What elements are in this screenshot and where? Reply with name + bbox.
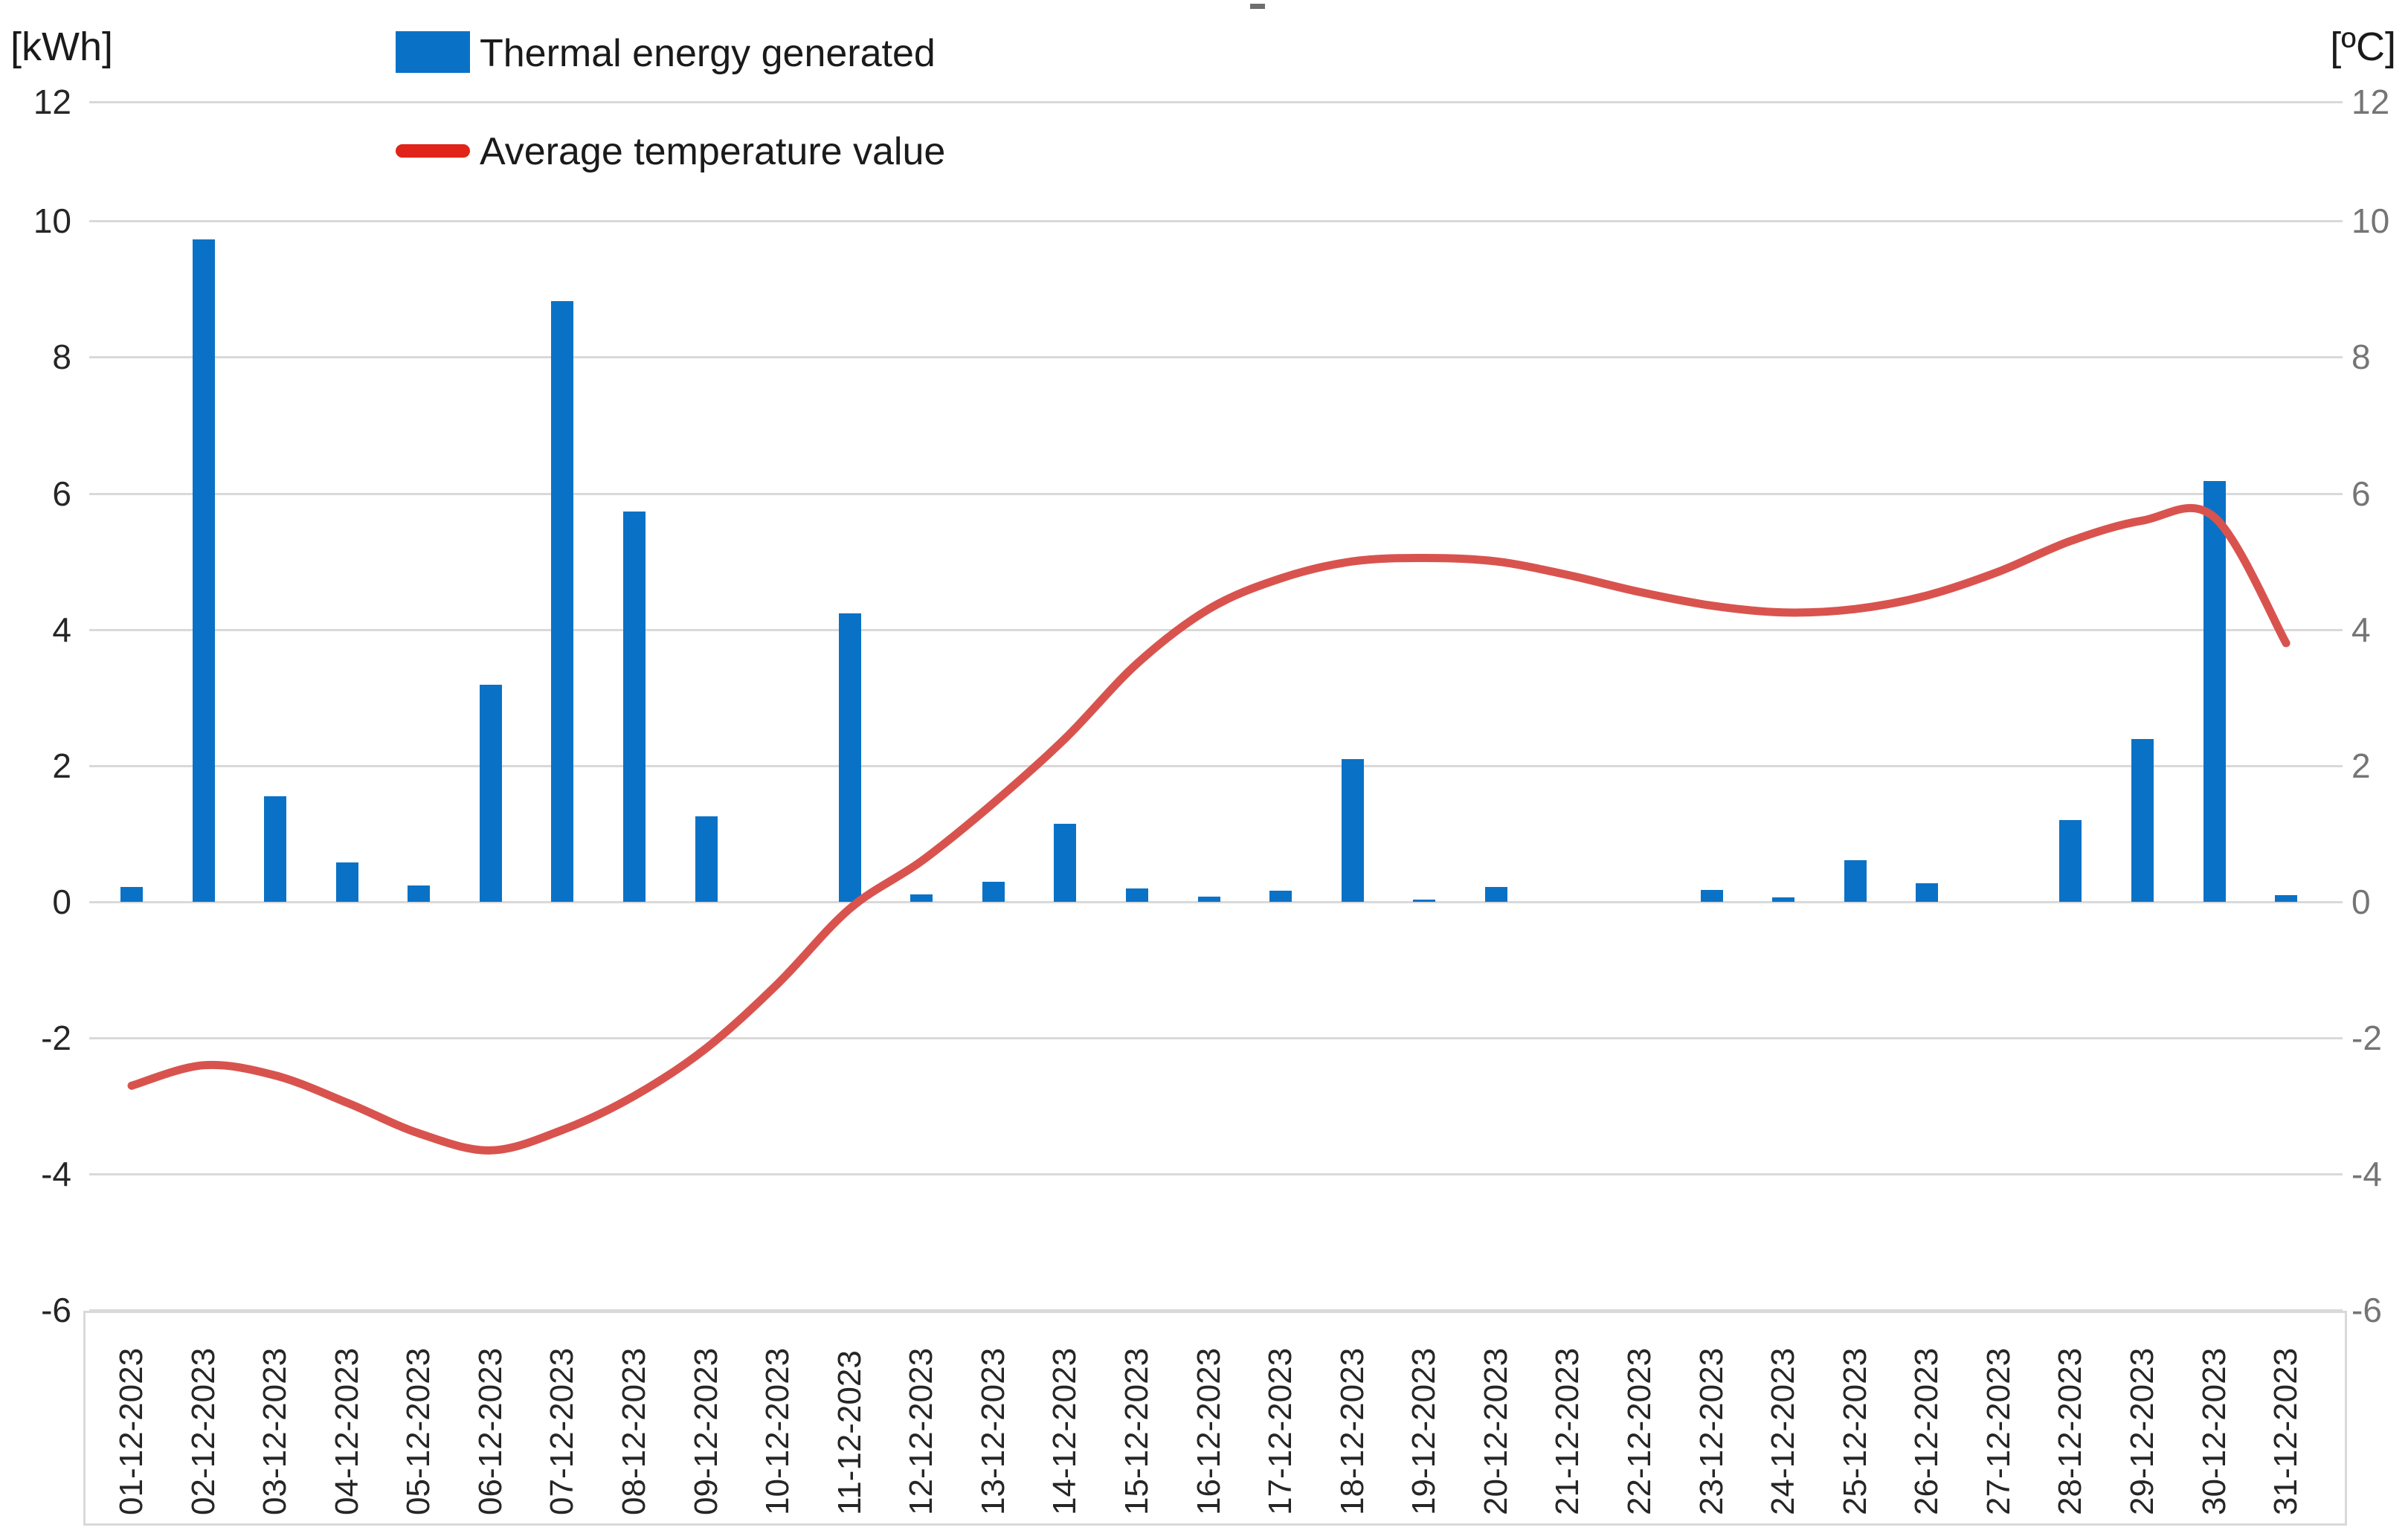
x-axis-label-01-12-2023: 01-12-2023 [113, 1347, 149, 1515]
y-axis-tick-right: 12 [2351, 83, 2390, 121]
y-axis-right-unit: [ºC] [2330, 25, 2396, 69]
y-axis-tick-left: 6 [52, 474, 71, 513]
bar-08-12-2023 [622, 512, 646, 902]
x-axis-label-05-12-2023: 05-12-2023 [400, 1347, 437, 1515]
temperature-line [127, 503, 2291, 1155]
x-axis-label-07-12-2023: 07-12-2023 [544, 1347, 581, 1515]
bar-17-12-2023 [1269, 891, 1292, 902]
legend-line-swatch-icon [396, 144, 470, 158]
bar-20-12-2023 [1484, 886, 1507, 902]
x-axis-label-17-12-2023: 17-12-2023 [1262, 1347, 1299, 1515]
y-axis-tick-left: 8 [52, 338, 71, 377]
y-axis-tick-right: 8 [2351, 338, 2371, 377]
top-dash-decoration [1250, 4, 1265, 9]
x-axis-label-22-12-2023: 22-12-2023 [1620, 1347, 1658, 1515]
y-axis-tick-left: 12 [33, 83, 71, 121]
y-axis-tick-left: 0 [52, 883, 71, 921]
bar-16-12-2023 [1197, 896, 1220, 902]
bar-14-12-2023 [1054, 823, 1077, 902]
bar-06-12-2023 [479, 684, 502, 902]
x-axis-label-23-12-2023: 23-12-2023 [1693, 1347, 1730, 1515]
x-axis-label-11-12-2023: 11-12-2023 [831, 1350, 868, 1515]
bar-26-12-2023 [1916, 883, 1939, 902]
bar-15-12-2023 [1125, 888, 1148, 902]
gridline-0 [89, 901, 2343, 903]
bar-29-12-2023 [2131, 739, 2154, 902]
gridline--6 [89, 1309, 2343, 1312]
x-axis-label-24-12-2023: 24-12-2023 [1765, 1347, 1802, 1515]
gridline-2 [89, 764, 2343, 767]
x-axis-label-08-12-2023: 08-12-2023 [615, 1347, 652, 1515]
x-axis-label-15-12-2023: 15-12-2023 [1118, 1347, 1155, 1515]
bar-04-12-2023 [335, 862, 358, 902]
y-axis-tick-right: 0 [2351, 883, 2371, 921]
bar-30-12-2023 [2203, 481, 2226, 902]
x-axis-label-31-12-2023: 31-12-2023 [2267, 1347, 2305, 1515]
gridline--2 [89, 1037, 2343, 1040]
x-axis-label-30-12-2023: 30-12-2023 [2195, 1347, 2232, 1515]
x-axis-label-20-12-2023: 20-12-2023 [1477, 1347, 1514, 1515]
y-axis-tick-right: -4 [2351, 1155, 2382, 1194]
x-axis-label-04-12-2023: 04-12-2023 [328, 1347, 365, 1515]
bar-02-12-2023 [192, 239, 215, 902]
bar-23-12-2023 [1700, 890, 1723, 902]
y-axis-tick-right: 6 [2351, 474, 2371, 513]
y-axis-tick-right: 4 [2351, 610, 2371, 649]
legend-item-thermal-label: Thermal energy generated [480, 32, 936, 75]
bar-03-12-2023 [264, 796, 287, 902]
x-axis-label-28-12-2023: 28-12-2023 [2052, 1347, 2089, 1515]
bar-01-12-2023 [120, 886, 143, 902]
y-axis-tick-left: 4 [52, 610, 71, 649]
y-axis-left-unit: [kWh] [10, 25, 114, 69]
bar-31-12-2023 [2275, 894, 2298, 902]
bar-28-12-2023 [2059, 820, 2082, 902]
bar-12-12-2023 [910, 894, 933, 902]
x-axis-label-18-12-2023: 18-12-2023 [1333, 1347, 1371, 1515]
gridline-6 [89, 492, 2343, 495]
gridline-10 [89, 220, 2343, 223]
y-axis-tick-right: -6 [2351, 1291, 2382, 1330]
y-axis-tick-left: 2 [52, 746, 71, 785]
x-axis-label-02-12-2023: 02-12-2023 [184, 1347, 222, 1515]
bar-13-12-2023 [982, 882, 1005, 902]
x-axis-label-13-12-2023: 13-12-2023 [974, 1347, 1011, 1515]
x-axis-label-03-12-2023: 03-12-2023 [257, 1347, 294, 1515]
x-axis-label-14-12-2023: 14-12-2023 [1046, 1347, 1084, 1515]
x-axis-label-19-12-2023: 19-12-2023 [1406, 1347, 1443, 1515]
bar-24-12-2023 [1772, 897, 1795, 902]
gridline-4 [89, 628, 2343, 631]
x-axis-label-06-12-2023: 06-12-2023 [471, 1347, 509, 1515]
x-axis-label-16-12-2023: 16-12-2023 [1190, 1347, 1227, 1515]
x-axis-label-21-12-2023: 21-12-2023 [1549, 1347, 1586, 1515]
bar-11-12-2023 [838, 613, 861, 902]
y-axis-tick-right: 2 [2351, 746, 2371, 785]
y-axis-tick-left: 10 [33, 201, 71, 241]
y-axis-tick-left: -4 [41, 1155, 71, 1194]
x-axis-label-10-12-2023: 10-12-2023 [759, 1347, 796, 1515]
bar-09-12-2023 [695, 816, 718, 902]
x-axis-label-26-12-2023: 26-12-2023 [1908, 1347, 1945, 1515]
legend-bar-swatch-icon [396, 31, 470, 73]
bar-19-12-2023 [1413, 900, 1436, 902]
x-axis-label-29-12-2023: 29-12-2023 [2123, 1347, 2160, 1515]
bar-05-12-2023 [408, 885, 431, 902]
y-axis-tick-left: -2 [41, 1019, 71, 1058]
legend-item-temperature-label: Average temperature value [480, 130, 946, 173]
gridline-8 [89, 356, 2343, 359]
x-axis-label-27-12-2023: 27-12-2023 [1980, 1347, 2017, 1515]
x-axis-label-box [83, 1311, 2347, 1526]
x-axis-label-09-12-2023: 09-12-2023 [687, 1347, 724, 1515]
bar-25-12-2023 [1844, 860, 1867, 902]
y-axis-tick-left: -6 [41, 1291, 71, 1330]
bar-07-12-2023 [551, 301, 574, 902]
gridline--4 [89, 1173, 2343, 1176]
gridline-12 [89, 101, 2343, 103]
y-axis-tick-right: -2 [2351, 1019, 2382, 1058]
x-axis-label-25-12-2023: 25-12-2023 [1836, 1347, 1873, 1515]
x-axis-label-12-12-2023: 12-12-2023 [903, 1347, 940, 1515]
y-axis-tick-right: 10 [2351, 201, 2390, 241]
bar-18-12-2023 [1341, 758, 1364, 902]
